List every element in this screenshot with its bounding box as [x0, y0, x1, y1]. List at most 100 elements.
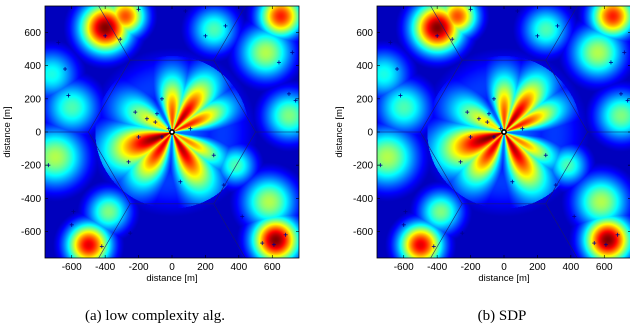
- user-marker: [618, 91, 623, 96]
- user-marker: [625, 98, 630, 103]
- user-marker: [166, 126, 171, 131]
- user-marker: [153, 120, 158, 125]
- user-marker: [465, 110, 470, 115]
- base-station-marker: [501, 129, 507, 135]
- user-marker: [118, 37, 123, 42]
- x-axis-label: distance [m]: [478, 273, 529, 284]
- x-tick-label: 600: [264, 262, 281, 273]
- user-marker: [63, 67, 68, 71]
- user-marker: [203, 33, 208, 38]
- user-marker: [144, 116, 149, 121]
- user-marker: [608, 60, 613, 65]
- heatmap-chart-b: -600 -400 -200 0 200 400 600 600 400 200 0 -200 -400…: [334, 5, 630, 284]
- heatmap-chart-a: -600 -400 -200 0 200 400 600 600 400 200 0 -200 -400…: [2, 5, 300, 284]
- y-tick-label: 400: [356, 61, 373, 72]
- user-marker: [510, 179, 515, 184]
- user-marker: [69, 222, 74, 227]
- user-marker: [71, 209, 76, 214]
- user-marker: [520, 126, 525, 131]
- y-tick-label: 600: [24, 28, 41, 39]
- user-marker: [398, 93, 403, 98]
- y-axis-label: distance [m]: [2, 106, 13, 157]
- user-marker: [178, 179, 183, 184]
- user-marker: [221, 183, 226, 188]
- y-tick-label: -200: [21, 161, 41, 172]
- chart-panel-a: -600 -400 -200 0 200 400 600 600 400 200 0 -200 -400…: [2, 5, 300, 324]
- cell-hexagon: [98, 203, 246, 258]
- user-marker: [211, 153, 216, 158]
- user-marker: [553, 183, 558, 188]
- x-tick-label: 200: [197, 262, 214, 273]
- user-marker: [458, 159, 463, 164]
- user-marker: [535, 33, 540, 38]
- user-marker: [286, 91, 291, 96]
- user-marker: [615, 232, 620, 237]
- user-markers: [378, 7, 630, 249]
- user-marker: [476, 116, 481, 121]
- caption-b: (b) SDP: [477, 308, 527, 324]
- cell-hexagon: [377, 131, 463, 258]
- x-tick-label: 0: [501, 262, 507, 273]
- user-marker: [555, 23, 560, 28]
- y-tick-label: 600: [356, 28, 373, 39]
- user-marker: [240, 214, 245, 219]
- y-tick-label: -400: [353, 194, 373, 205]
- x-axis-label: distance [m]: [146, 273, 197, 284]
- user-marker: [223, 23, 228, 28]
- user-marker: [133, 110, 138, 115]
- user-marker: [183, 8, 188, 13]
- user-marker: [431, 244, 436, 249]
- y-tick-label: 0: [35, 128, 41, 139]
- y-tick-label: -400: [21, 194, 41, 205]
- user-marker: [159, 134, 164, 139]
- user-marker: [293, 98, 298, 103]
- y-tick-label: 400: [24, 61, 41, 72]
- cell-boundaries: [377, 6, 630, 258]
- y-tick-label: -600: [353, 227, 373, 238]
- user-marker: [56, 40, 61, 45]
- cell-hexagon: [430, 6, 578, 61]
- y-axis-label: distance [m]: [334, 106, 345, 157]
- x-tick-label: -200: [461, 262, 481, 273]
- user-marker: [543, 153, 548, 158]
- user-markers: [46, 7, 298, 249]
- user-marker: [154, 111, 159, 116]
- base-station-marker: [169, 129, 175, 135]
- user-marker: [290, 50, 295, 55]
- user-marker: [188, 126, 193, 131]
- x-tick-label: 600: [596, 262, 613, 273]
- user-marker: [159, 96, 164, 101]
- y-tick-label: -600: [21, 227, 41, 238]
- cell-hexagon: [45, 131, 131, 258]
- user-marker: [592, 241, 597, 246]
- user-marker: [515, 8, 520, 13]
- x-tick-label: 400: [230, 262, 247, 273]
- user-marker: [622, 50, 627, 55]
- cell-boundaries: [45, 6, 299, 258]
- user-marker: [491, 134, 496, 139]
- user-marker: [388, 40, 393, 45]
- user-marker: [485, 120, 490, 125]
- user-marker: [276, 60, 281, 65]
- user-marker: [260, 241, 265, 246]
- x-tick-label: -400: [95, 262, 115, 273]
- user-marker: [572, 214, 577, 219]
- user-marker: [99, 244, 104, 249]
- user-marker: [460, 231, 465, 236]
- user-marker: [498, 126, 503, 131]
- user-marker: [283, 232, 288, 237]
- cell-hexagon: [430, 203, 578, 258]
- x-tick-label: -400: [427, 262, 447, 273]
- x-tick-label: 0: [169, 262, 175, 273]
- user-marker: [450, 37, 455, 42]
- x-tick-label: -600: [62, 262, 82, 273]
- user-marker: [271, 242, 276, 247]
- user-marker: [136, 134, 141, 139]
- y-tick-label: 200: [24, 94, 41, 105]
- user-marker: [486, 111, 491, 116]
- y-tick-label: 0: [367, 128, 373, 139]
- cell-hexagon: [98, 6, 246, 61]
- user-marker: [128, 231, 133, 236]
- x-tick-label: 200: [529, 262, 546, 273]
- user-marker: [403, 209, 408, 214]
